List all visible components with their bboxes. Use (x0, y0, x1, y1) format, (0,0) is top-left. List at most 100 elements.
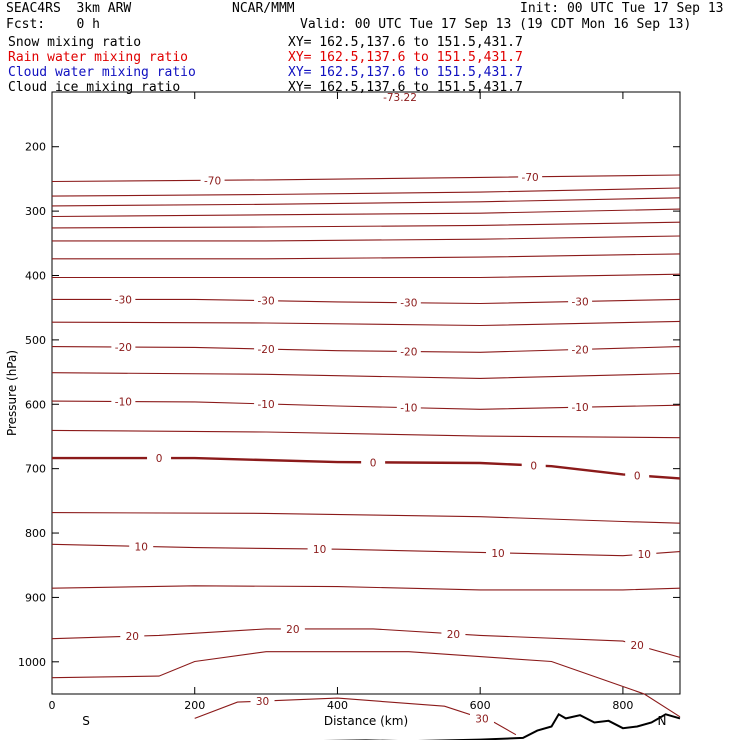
x-tick-label: 0 (49, 699, 56, 712)
isotherm-line (51, 651, 681, 718)
y-tick-label: 600 (25, 398, 46, 411)
contour-label-bg (254, 343, 279, 355)
x-axis-title: Distance (km) (324, 714, 408, 728)
y-tick-label: 900 (25, 591, 46, 604)
contour-label: 10 (491, 548, 504, 560)
contour-label-bg (254, 397, 279, 409)
isotherm-line (52, 273, 681, 279)
isotherm-line (52, 253, 681, 260)
contour-label: -20 (258, 344, 275, 356)
contour-label-bg (200, 174, 225, 186)
contour-label: -30 (400, 298, 417, 310)
y-tick-label: 1000 (18, 656, 46, 669)
x-tick-label: 200 (184, 699, 205, 712)
contour-label: -10 (258, 399, 275, 411)
contour-label-bg (396, 401, 421, 413)
contour-label: 10 (313, 544, 326, 556)
contour-label: -30 (572, 296, 589, 308)
field-xy-rain: XY= 162.5,137.6 to 151.5,431.7 (288, 50, 523, 65)
contour-label: 0 (530, 460, 537, 472)
contour-label-bg (568, 401, 593, 413)
contour-label: -10 (115, 397, 132, 409)
isotherm-line (52, 235, 681, 242)
x-tick-label: 800 (612, 699, 633, 712)
contour-label: 20 (447, 629, 460, 641)
contour-label: 10 (135, 541, 148, 553)
contour-label-bg (120, 630, 145, 642)
contour-label-bg (625, 639, 650, 651)
field-label-cloud-ice: Cloud ice mixing ratio (8, 80, 181, 95)
contour-label: 20 (126, 631, 139, 643)
contour-label: 20 (286, 624, 299, 636)
isotherm-line (52, 456, 681, 480)
contour-label-bg (111, 341, 136, 353)
contour-label-bg (396, 345, 421, 357)
top-contour-label: -73.22 (383, 92, 417, 104)
forecast-hour: Fcst: 0 h (6, 17, 100, 32)
contour-label-bg (441, 627, 466, 639)
isotherm-line (51, 174, 681, 183)
y-axis-title: Pressure (hPa) (5, 350, 19, 436)
isotherm-line (51, 585, 681, 591)
field-label-snow: Snow mixing ratio (8, 35, 142, 50)
end-label-south: S (82, 714, 90, 728)
y-tick-label: 300 (25, 205, 46, 218)
contour-label: -70 (522, 172, 539, 184)
contour-labels: -70 -70 -30 -30 -30 -30 -20 -20 -20 -20 -10 -10 -10 -… (111, 170, 657, 725)
isotherm-contours (51, 174, 681, 736)
terrain-line (323, 712, 681, 740)
x-tick-label: 600 (470, 699, 491, 712)
contour-label: 0 (634, 470, 641, 482)
contour-label-bg (521, 459, 546, 471)
contour-label-bg (111, 395, 136, 407)
field-label-rain: Rain water mixing ratio (8, 50, 189, 65)
contour-label: 10 (638, 549, 651, 561)
isotherm-line (194, 697, 517, 736)
y-tick-label: 800 (25, 527, 46, 540)
organization: NCAR/MMM (232, 1, 295, 16)
isotherm-line (51, 628, 681, 658)
contour-label: 20 (630, 640, 643, 652)
isotherm-line (51, 429, 681, 439)
contour-label-bg (486, 546, 511, 558)
isotherm-line (51, 197, 681, 207)
plot-frame (51, 91, 681, 695)
contour-label: 30 (256, 696, 269, 708)
isotherm-line (51, 346, 681, 353)
contour-label-bg (568, 343, 593, 355)
init-time: Init: 00 UTC Tue 17 Sep 13 (520, 1, 724, 16)
contour-label: -20 (572, 344, 589, 356)
isotherm-line (51, 208, 681, 218)
x-tick-label: 400 (327, 699, 348, 712)
contour-label: -30 (258, 296, 275, 308)
contour-label: 0 (370, 457, 377, 469)
field-label-cloud-water: Cloud water mixing ratio (8, 65, 196, 80)
contour-label-bg (469, 712, 494, 724)
contour-label: -20 (400, 347, 417, 359)
contour-label-bg (518, 170, 543, 182)
contour-label-bg (280, 622, 305, 634)
contour-label-bg (129, 540, 154, 552)
isotherm-line (51, 400, 681, 410)
y-tick-label: 500 (25, 334, 46, 347)
valid-time: Valid: 00 UTC Tue 17 Sep 13 (19 CDT Mon … (300, 17, 692, 32)
contour-label: -70 (204, 175, 221, 187)
contour-label: -30 (115, 294, 132, 306)
contour-label-bg (147, 452, 172, 464)
contour-label-bg (625, 469, 650, 481)
y-tick-label: 700 (25, 463, 46, 476)
terrain-layer (323, 712, 681, 740)
contour-label-bg (111, 293, 136, 305)
y-tick-label: 400 (25, 269, 46, 282)
contour-label-bg (250, 695, 275, 707)
isotherm-line (51, 372, 681, 379)
isotherm-line (51, 512, 681, 524)
contour-label: 30 (475, 713, 488, 725)
isotherm-line (52, 298, 681, 305)
contour-label-bg (307, 542, 332, 554)
end-label-north: N (658, 714, 667, 728)
isotherm-line (51, 221, 681, 229)
contour-label: 0 (156, 453, 163, 465)
field-xy-snow: XY= 162.5,137.6 to 151.5,431.7 (288, 35, 523, 50)
